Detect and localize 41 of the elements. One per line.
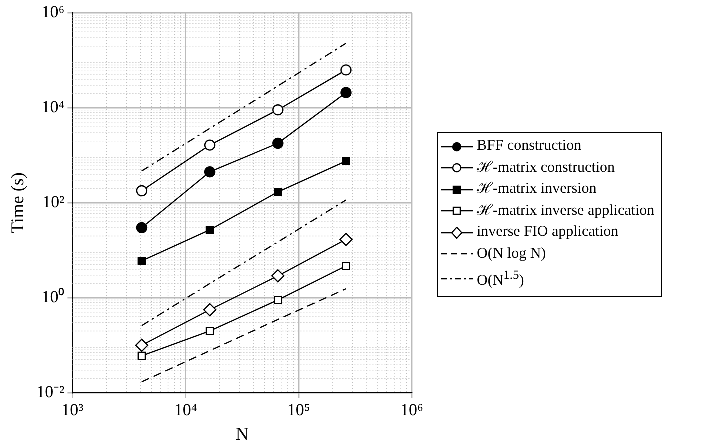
- point: [206, 327, 214, 336]
- point: [203, 303, 217, 317]
- x-tick-label: 10⁵: [287, 400, 310, 420]
- point: [272, 104, 284, 116]
- point: [138, 256, 146, 266]
- point: [138, 352, 146, 360]
- point: [340, 64, 352, 76]
- point: [340, 87, 352, 98]
- legend-label: inverse FIO application: [477, 223, 619, 242]
- y-tick-label: 10²: [42, 192, 65, 212]
- point: [272, 138, 284, 150]
- point: [274, 296, 282, 304]
- point: [206, 226, 214, 234]
- legend-label: ℋ-matrix inversion: [477, 180, 597, 199]
- legend-label: O(N log N): [477, 244, 546, 264]
- y-tick-label: 10⁰: [42, 288, 65, 307]
- y-axis-title: Time (s): [8, 172, 28, 234]
- point: [136, 222, 148, 234]
- line-series: [141, 42, 347, 172]
- line-series: [141, 200, 347, 326]
- point: [274, 188, 282, 196]
- legend-label: O(N$^{1.5}$): [477, 267, 524, 291]
- point: [204, 166, 216, 178]
- point: [272, 270, 285, 283]
- x-tick-label: 10³: [62, 400, 84, 420]
- legend-label: BFF construction: [477, 137, 582, 156]
- point: [340, 233, 353, 246]
- point: [204, 140, 216, 151]
- y-tick-label: 10⁻²: [36, 382, 65, 402]
- point: [342, 157, 350, 166]
- point: [342, 262, 350, 270]
- x-axis-title: N: [236, 424, 249, 444]
- x-tick-label: 10⁶: [400, 400, 424, 420]
- point: [136, 185, 148, 197]
- line-series: [141, 288, 347, 383]
- legend-label: ℋ-matrix inverse application: [477, 202, 655, 220]
- legend-label: ℋ-matrix construction: [477, 158, 616, 178]
- point: [135, 338, 149, 352]
- y-tick-label: 10⁶: [42, 2, 65, 22]
- x-tick-label: 10⁴: [174, 400, 198, 420]
- y-tick-label: 10⁴: [42, 98, 65, 117]
